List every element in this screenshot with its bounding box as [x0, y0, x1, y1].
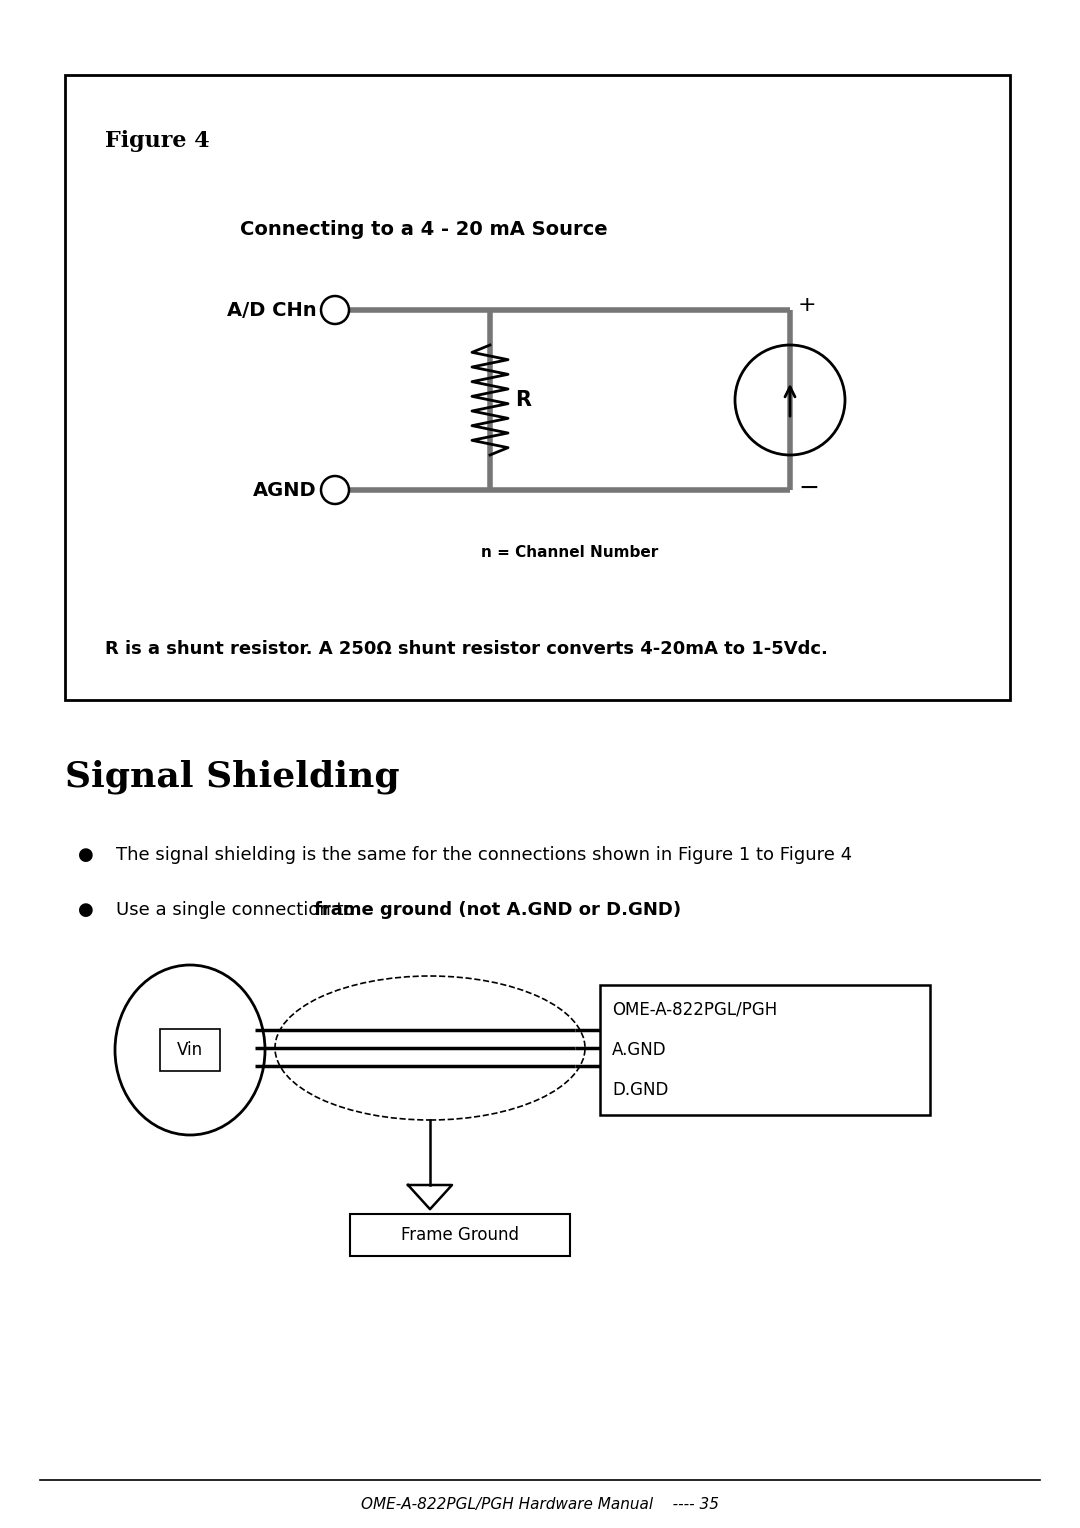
Text: OME-A-822PGL/PGH: OME-A-822PGL/PGH	[612, 1001, 778, 1019]
Text: Vin: Vin	[177, 1041, 203, 1059]
Text: R: R	[515, 390, 531, 410]
Text: −: −	[798, 477, 819, 500]
Text: AGND: AGND	[254, 480, 318, 500]
Bar	[65, 75, 1010, 700]
Bar	[350, 1215, 570, 1256]
Text: The signal shielding is the same for the connections shown in Figure 1 to Figure: The signal shielding is the same for the…	[116, 847, 852, 863]
Text: A/D CHn: A/D CHn	[228, 301, 318, 319]
Text: D.GND: D.GND	[612, 1080, 669, 1099]
Text: ●: ●	[78, 847, 94, 863]
Text: frame ground (not A.GND or D.GND): frame ground (not A.GND or D.GND)	[314, 902, 681, 918]
Text: Use a single connection to: Use a single connection to	[116, 902, 361, 918]
Text: Signal Shielding: Signal Shielding	[65, 759, 400, 795]
Text: +: +	[798, 295, 816, 315]
Bar	[600, 986, 930, 1115]
Text: Figure 4: Figure 4	[105, 130, 210, 151]
Text: n = Channel Number: n = Channel Number	[482, 545, 659, 559]
Text: R is a shunt resistor. A 250Ω shunt resistor converts 4-20mA to 1-5Vdc.: R is a shunt resistor. A 250Ω shunt resi…	[105, 640, 828, 659]
Text: A.GND: A.GND	[612, 1041, 666, 1059]
Text: Frame Ground: Frame Ground	[401, 1225, 519, 1244]
Text: ●: ●	[78, 902, 94, 918]
Bar	[160, 1028, 220, 1071]
Text: OME-A-822PGL/PGH Hardware Manual    ---- 35: OME-A-822PGL/PGH Hardware Manual ---- 35	[361, 1497, 719, 1513]
Text: Connecting to a 4 - 20 mA Source: Connecting to a 4 - 20 mA Source	[240, 220, 608, 238]
